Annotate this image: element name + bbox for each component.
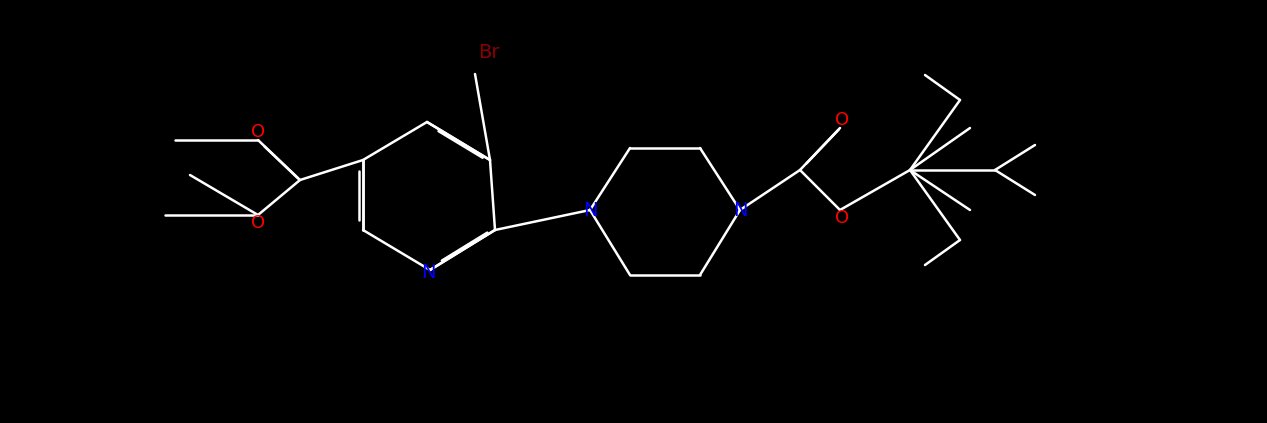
Text: O: O [251,214,265,232]
Text: O: O [835,209,849,227]
Text: Br: Br [478,42,499,61]
Text: N: N [732,201,748,220]
Text: O: O [251,123,265,141]
Text: N: N [583,201,597,220]
Text: O: O [835,111,849,129]
Text: N: N [421,263,436,281]
